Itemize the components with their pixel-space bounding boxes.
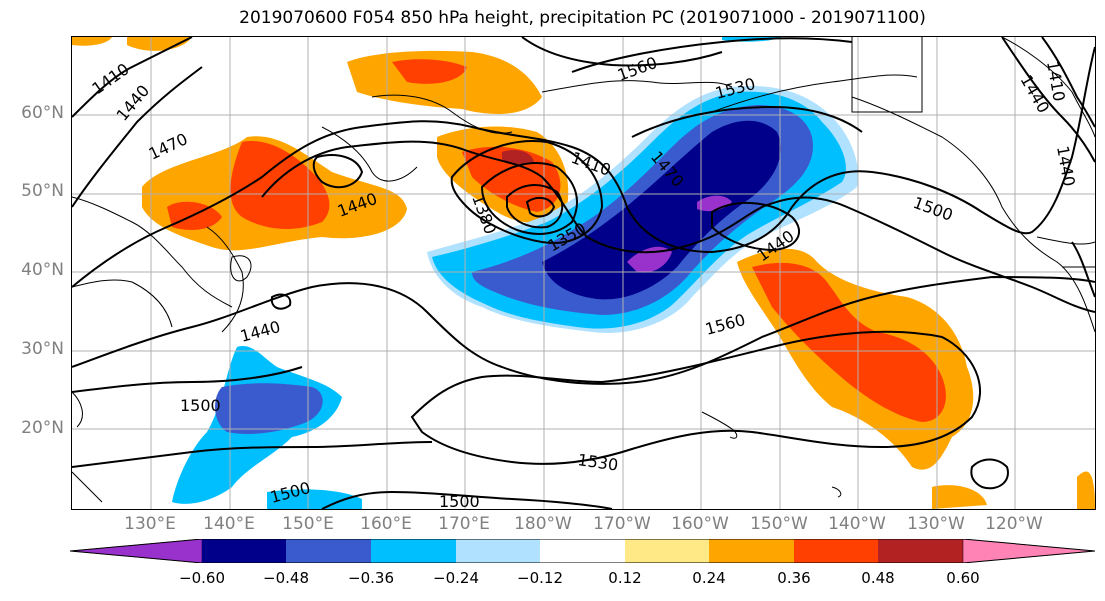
map-canvas: 1410 1440 1470 1440 1560 1530 1410 1470 … — [72, 37, 1095, 509]
height-contours — [72, 37, 1095, 509]
colorbar-segment — [540, 539, 625, 563]
contour-label: 1500 — [180, 396, 221, 415]
lat-label-60n: 60°N — [21, 103, 64, 123]
shade-skyblue-wpac2 — [267, 489, 362, 509]
shade-orange-okhotsk — [347, 50, 542, 114]
lon-label-120w: 120°W — [985, 514, 1043, 534]
gridlines — [72, 37, 1095, 509]
colorbar-segment — [794, 539, 878, 563]
colorbar-segment — [878, 539, 963, 563]
contour-label: 1440 — [238, 317, 282, 346]
colorbar-segment — [371, 539, 456, 563]
lon-label-160e: 160°E — [360, 514, 412, 534]
colorbar-tick: −0.12 — [517, 569, 563, 587]
lon-label-150w: 150°W — [750, 514, 808, 534]
shade-medblue-wpac — [215, 383, 323, 434]
lon-label-150e: 150°E — [282, 514, 334, 534]
shade-purple1 — [627, 246, 672, 273]
colorbar — [70, 539, 1095, 563]
lon-label-130e: 130°E — [124, 514, 176, 534]
shade-orange-nepac2 — [932, 485, 987, 509]
colorbar-tick: −0.48 — [263, 569, 309, 587]
contour-label: 1410 — [569, 148, 614, 180]
lon-label-180w: 180°W — [514, 514, 572, 534]
shade-red-japan — [230, 141, 330, 229]
shade-orange-topleft — [72, 37, 112, 46]
colorbar-segment — [456, 539, 540, 563]
shade-darkred-bering — [502, 150, 534, 165]
contour-label: 1440 — [1053, 144, 1079, 187]
colorbar-segment — [709, 539, 794, 563]
colorbar-tick: 0.24 — [692, 569, 726, 587]
lat-label-40n: 40°N — [21, 260, 64, 280]
lon-label-170e: 170°E — [438, 514, 490, 534]
shade-orange-nepac3 — [1077, 471, 1095, 509]
lon-label-140w: 140°W — [828, 514, 886, 534]
lon-label-140e: 140°E — [203, 514, 255, 534]
colorbar-tick: −0.60 — [179, 569, 225, 587]
colorbar-tick: 0.48 — [861, 569, 895, 587]
lon-label-160w: 160°W — [671, 514, 729, 534]
colorbar-segment — [625, 539, 709, 563]
lon-label-170w: 170°W — [593, 514, 651, 534]
colorbar-tick: −0.24 — [433, 569, 479, 587]
colorbar-segment — [70, 539, 203, 563]
colorbar-tick: 0.60 — [946, 569, 980, 587]
contour-label: 1500 — [439, 492, 480, 509]
lon-label-130w: 130°W — [907, 514, 965, 534]
contour-label: 1500 — [911, 193, 956, 225]
colorbar-tick: 0.12 — [608, 569, 642, 587]
shade-orange-topleft2 — [127, 37, 192, 51]
colorbar-segment — [202, 539, 286, 563]
shade-red-okhotsk — [392, 59, 467, 84]
lat-label-30n: 30°N — [21, 339, 64, 359]
colorbar-tick: −0.36 — [348, 569, 394, 587]
contour-label: 1440 — [113, 81, 154, 124]
colorbar-segment — [962, 539, 1095, 563]
map-panel: 1410 1440 1470 1440 1560 1530 1410 1470 … — [71, 36, 1096, 510]
contour-label: 1410 — [88, 59, 132, 98]
contour-label: 1560 — [703, 310, 747, 339]
precip-shading — [72, 37, 1095, 509]
colorbar-tick: 0.36 — [777, 569, 811, 587]
map-title: 2019070600 F054 850 hPa height, precipit… — [239, 8, 926, 28]
shade-red-nepac — [752, 262, 946, 422]
lat-label-50n: 50°N — [21, 181, 64, 201]
colorbar-segment — [286, 539, 371, 563]
contour-label: 1470 — [146, 129, 191, 163]
shade-navy-band — [542, 120, 781, 300]
lat-label-20n: 20°N — [21, 418, 64, 438]
